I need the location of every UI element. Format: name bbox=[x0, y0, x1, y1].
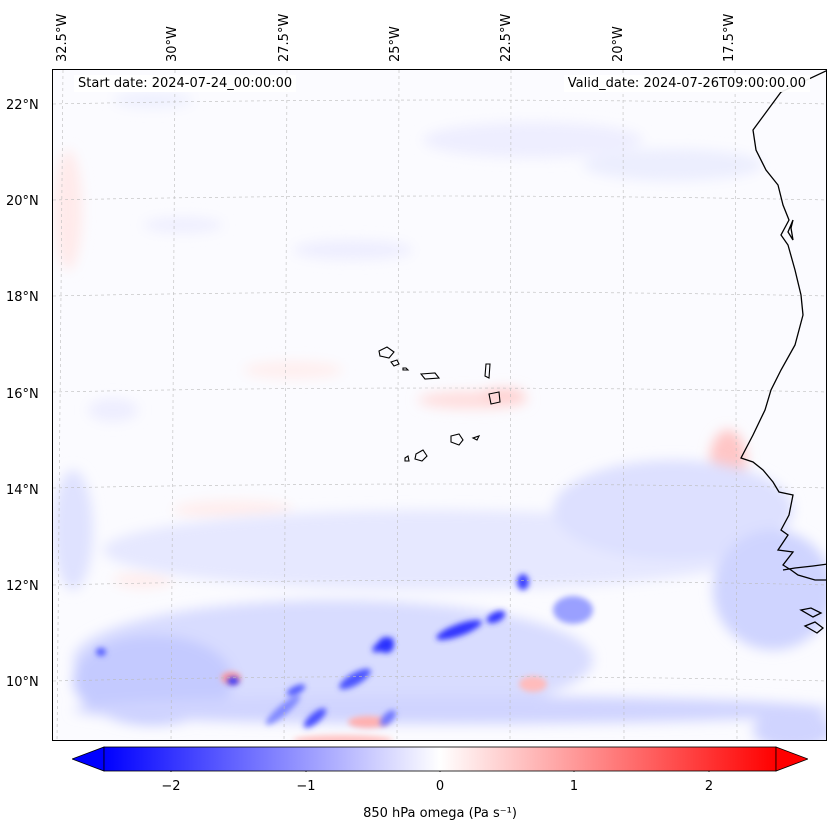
lat-label-22n: 22°N bbox=[6, 98, 39, 113]
colorbar-tick-0: 0 bbox=[435, 779, 445, 794]
subsidence-blobs bbox=[221, 672, 547, 740]
colorbar-tick-neg1: −1 bbox=[296, 779, 316, 794]
lon-label-17-5w: 17.5°W bbox=[722, 13, 737, 62]
lat-label-16n: 16°N bbox=[6, 387, 39, 402]
lon-label-22-5w: 22.5°W bbox=[499, 13, 514, 62]
lon-label-30w: 30°W bbox=[165, 26, 180, 62]
coastline bbox=[740, 70, 826, 634]
map-panel bbox=[52, 69, 827, 741]
lat-label-18n: 18°N bbox=[6, 290, 39, 305]
lat-label-12n: 12°N bbox=[6, 579, 39, 594]
lat-label-14n: 14°N bbox=[6, 483, 39, 498]
colorbar-ticks bbox=[170, 771, 710, 772]
valid-date-label: Valid_date: 2024-07-26T09:00:00.00 bbox=[563, 75, 810, 92]
lat-label-10n: 10°N bbox=[6, 675, 39, 690]
start-date-label: Start date: 2024-07-24_00:00:00 bbox=[74, 75, 297, 92]
convective-cores bbox=[96, 574, 593, 728]
colorbar bbox=[72, 746, 808, 772]
lat-label-20n: 20°N bbox=[6, 194, 39, 209]
colorbar-tick-1: 1 bbox=[569, 779, 579, 794]
gridlines bbox=[53, 70, 826, 740]
cabo-verde-islands bbox=[378, 346, 501, 462]
colorbar-min-extend bbox=[72, 746, 105, 772]
colorbar-max-extend bbox=[775, 746, 808, 772]
colorbar-title: 850 hPa omega (Pa s⁻¹) bbox=[363, 806, 517, 821]
colorbar-tick-2: 2 bbox=[704, 779, 714, 794]
lon-label-27-5w: 27.5°W bbox=[277, 13, 292, 62]
lon-label-20w: 20°W bbox=[611, 26, 626, 62]
lon-label-25w: 25°W bbox=[388, 26, 403, 62]
colorbar-gradient bbox=[103, 746, 777, 772]
colorbar-tick-neg2: −2 bbox=[161, 779, 181, 794]
omega-field bbox=[53, 70, 826, 740]
lon-label-32-5w: 32.5°W bbox=[55, 13, 70, 62]
